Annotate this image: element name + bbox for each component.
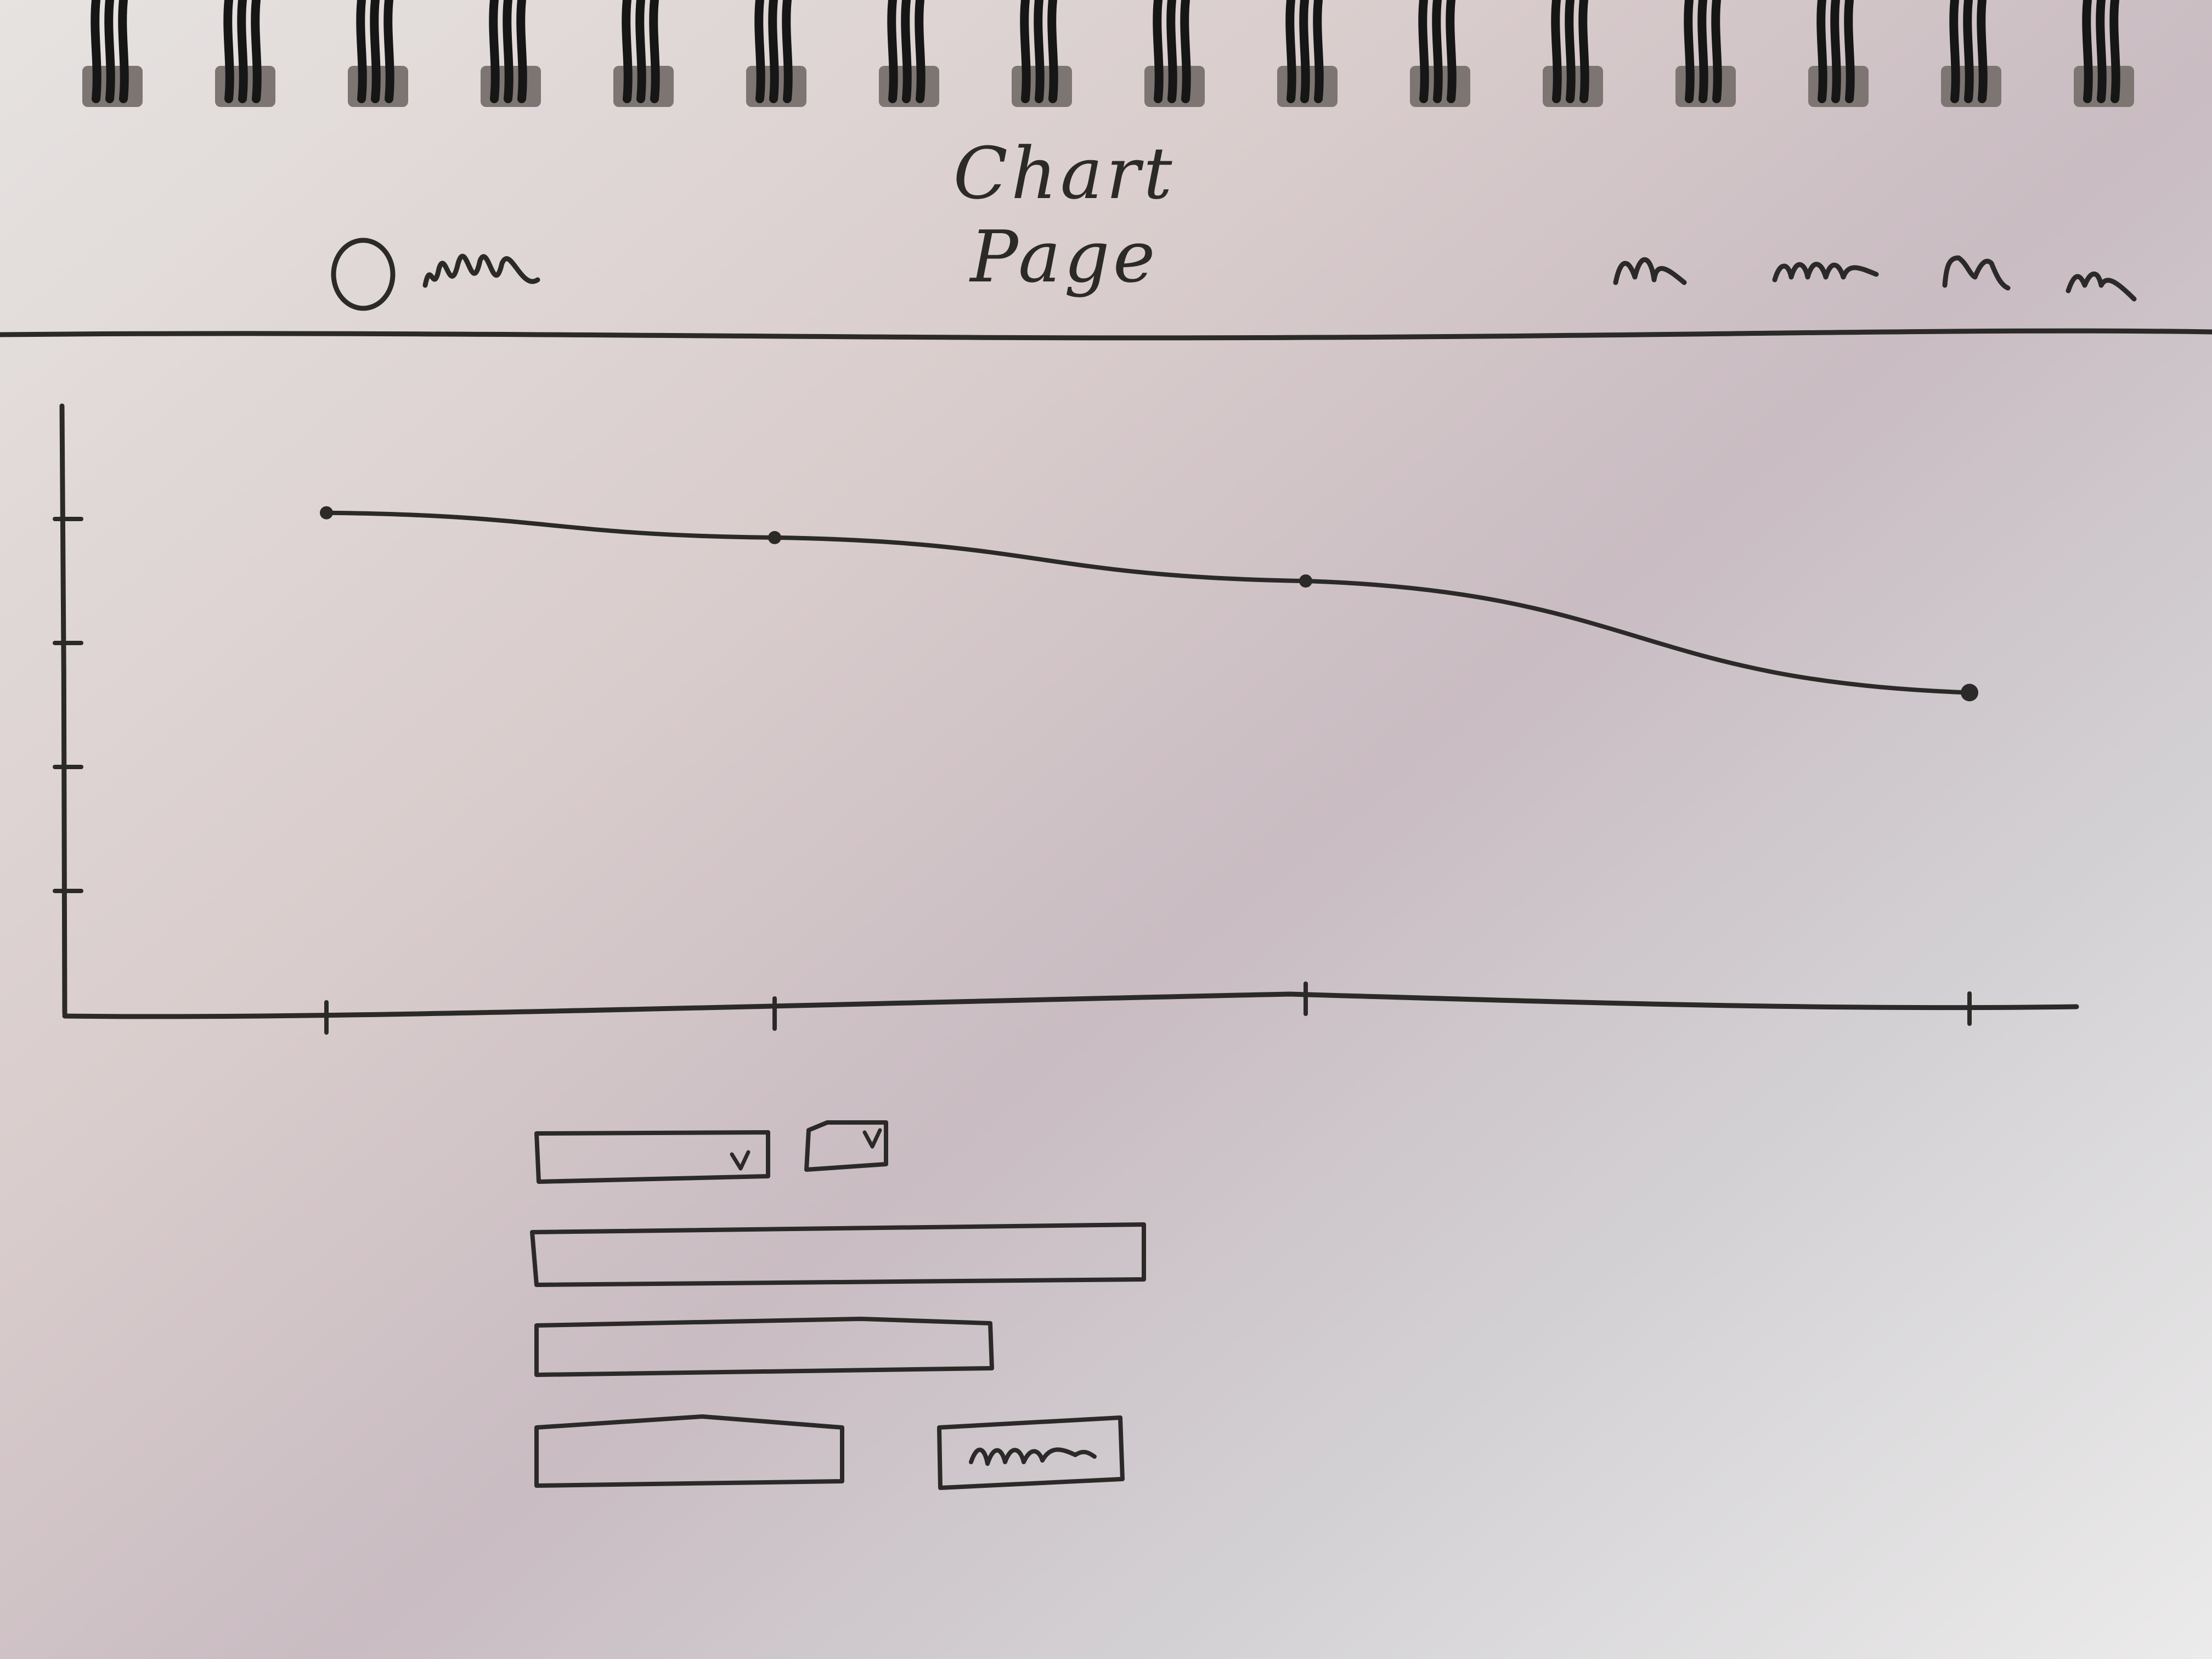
scribble-text-icon [1772,262,1879,283]
series-points [320,506,1978,702]
binding-ring [1410,0,1470,107]
binding-ring [481,0,541,107]
circle-logo-icon[interactable] [331,238,396,311]
spiral-binding [82,0,2134,107]
line-chart [53,403,2079,1035]
nav-item-3[interactable] [1942,255,2011,291]
scribble-text-icon [2066,271,2137,302]
scribble-text-icon [1942,255,2011,291]
dropdown-small[interactable] [804,1120,888,1172]
binding-ring [1012,0,1072,107]
page-title: Chart Page [953,132,1176,298]
binding-ring [348,0,408,107]
scribble-text-icon [969,1447,1097,1466]
binding-ring [82,0,143,107]
nav-item-4[interactable] [2066,271,2137,302]
y-ticks [53,517,83,893]
binding-ring [1808,0,1869,107]
binding-ring [1277,0,1338,107]
text-input-3[interactable] [534,1414,844,1488]
header [0,238,2212,341]
binding-ring [879,0,939,107]
dropdown-large[interactable] [534,1130,770,1184]
submit-button[interactable] [937,1415,1125,1490]
text-input-2[interactable] [534,1317,994,1377]
text-input-1[interactable] [530,1222,1146,1287]
x-axis [62,991,2079,1019]
scribble-text-icon [1613,257,1687,285]
binding-ring [215,0,275,107]
binding-ring [1144,0,1205,107]
data-point[interactable] [320,506,333,520]
binding-ring [613,0,674,107]
nav-item-1[interactable] [1613,257,1687,285]
data-point[interactable] [768,531,781,544]
chevron-down-icon [862,1128,882,1149]
binding-ring [2074,0,2134,107]
series-line [324,510,1972,695]
data-point[interactable] [1961,684,1978,702]
nav-item-2[interactable] [1772,262,1879,283]
x-ticks [324,981,1972,1035]
chevron-down-icon [730,1150,751,1171]
data-point[interactable] [1299,574,1312,588]
y-axis [59,403,67,1017]
scribble-text-icon[interactable] [422,253,540,288]
binding-ring [1941,0,2001,107]
header-divider [0,328,2212,341]
binding-ring [1543,0,1603,107]
binding-ring [1675,0,1736,107]
binding-ring [746,0,806,107]
form-panel [530,1120,1146,1490]
